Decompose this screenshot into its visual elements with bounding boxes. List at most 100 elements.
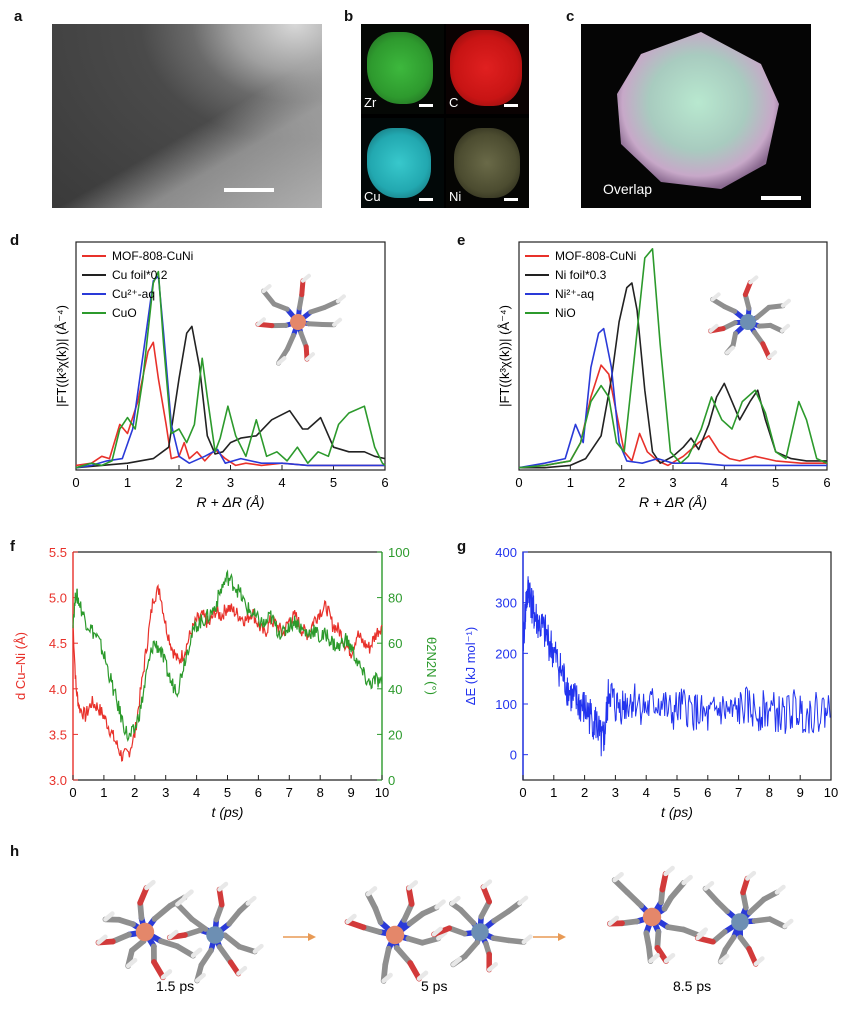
- chart-d-cu-edge-ft: 0 1 2 3 4 5 6 R + ΔR (Å) |FT((k³χ(k))| (Å⁻⁴) MOF-…: [54, 241, 389, 510]
- bond-h: [745, 870, 757, 881]
- transition-arrowhead: [558, 933, 566, 941]
- bond: [754, 304, 772, 321]
- bond-h: [486, 961, 498, 972]
- legend-label: CuO: [112, 306, 137, 320]
- bond-h: [175, 896, 187, 907]
- x-tick-label: 2: [131, 785, 138, 800]
- bond-h: [217, 881, 229, 892]
- molecule-model: [607, 865, 708, 964]
- bond-h: [167, 929, 179, 940]
- bond: [702, 885, 721, 905]
- bond-h: [416, 970, 429, 981]
- x-axis-label: R + ΔR (Å): [639, 494, 707, 510]
- bond-h: [103, 911, 115, 922]
- y-tick-label-left: 3.5: [49, 727, 67, 742]
- bond-h: [332, 317, 343, 327]
- bond-h: [748, 275, 759, 285]
- x-tick-label: 4: [721, 475, 728, 490]
- x-tick-label: 6: [704, 785, 711, 800]
- bond-h: [436, 930, 448, 941]
- legend-label: MOF-808-CuNi: [555, 249, 636, 263]
- bond: [746, 945, 759, 967]
- x-tick-label: 0: [69, 785, 76, 800]
- scale-bar: [419, 104, 433, 107]
- x-tick-label: 3: [227, 475, 234, 490]
- bond: [680, 926, 702, 939]
- ni-atom: [740, 314, 756, 330]
- snapshot-time-3: 8.5 ps: [673, 978, 711, 994]
- panel-label-h: h: [10, 843, 20, 860]
- y-axis-label: ΔE (kJ mol⁻¹): [463, 627, 478, 705]
- x-tick-label: 5: [330, 475, 337, 490]
- x-axis-label: t (ps): [212, 804, 244, 820]
- x-tick-label: 1: [567, 475, 574, 490]
- bond-h: [276, 356, 287, 366]
- overlap-particle: [617, 32, 779, 189]
- scale-bar: [504, 104, 518, 107]
- x-tick-label: 3: [162, 785, 169, 800]
- y-tick-label-right: 40: [388, 682, 402, 697]
- bond-h: [780, 298, 791, 308]
- bond: [654, 944, 669, 964]
- series-line: [72, 583, 383, 762]
- x-tick-label: 3: [612, 785, 619, 800]
- x-tick-label: 5: [673, 785, 680, 800]
- bond: [742, 279, 753, 298]
- y-tick-label-right: 60: [388, 636, 402, 651]
- bond: [299, 278, 306, 298]
- bond: [710, 296, 727, 310]
- molecule-model: [344, 880, 448, 984]
- bond: [151, 903, 174, 922]
- bond-h: [782, 918, 794, 929]
- x-tick-label: 2: [175, 475, 182, 490]
- legend-label: NiO: [555, 306, 576, 320]
- y-tick-label: 200: [495, 646, 517, 661]
- bond-h: [725, 345, 736, 355]
- bond: [480, 884, 493, 905]
- legend-label: Cu foil*0.2: [112, 268, 168, 282]
- bond-h: [434, 899, 446, 910]
- bond: [227, 959, 242, 977]
- series-line: [75, 325, 386, 469]
- y-tick-label-right: 80: [388, 591, 402, 606]
- panel-label-b: b: [344, 8, 354, 25]
- x-tick-label: 2: [618, 475, 625, 490]
- cu-atom: [385, 925, 405, 945]
- bond: [767, 916, 788, 930]
- x-tick-label: 1: [100, 785, 107, 800]
- bond-h: [703, 880, 715, 891]
- x-tick-label: 5: [772, 475, 779, 490]
- scale-bar: [224, 188, 274, 192]
- y-tick-label: 100: [495, 697, 517, 712]
- x-tick-label: 10: [824, 785, 838, 800]
- bond: [760, 341, 772, 360]
- x-tick-label: 5: [224, 785, 231, 800]
- legend-label: MOF-808-CuNi: [112, 249, 193, 263]
- series-line: [518, 364, 827, 469]
- bond: [505, 900, 523, 915]
- bond-h: [381, 972, 393, 984]
- bond: [767, 322, 785, 334]
- bond: [740, 875, 751, 896]
- cu-atom: [135, 922, 155, 942]
- bond: [668, 880, 687, 901]
- panel-label-e: e: [457, 232, 466, 249]
- bond-h: [780, 323, 791, 333]
- eds-label-zr: Zr: [364, 95, 377, 110]
- bond: [393, 944, 414, 966]
- bond-h: [431, 926, 443, 937]
- x-tick-label: 1: [550, 785, 557, 800]
- bond: [491, 908, 511, 924]
- legend-label: Ni foil*0.3: [555, 268, 607, 282]
- x-tick-label: 6: [823, 475, 830, 490]
- x-tick-label: 4: [643, 785, 650, 800]
- ni-atom: [731, 913, 749, 931]
- cu-atom: [642, 907, 662, 927]
- bond: [611, 877, 631, 896]
- transition-arrowhead: [308, 933, 316, 941]
- bond-h: [245, 895, 257, 906]
- bond: [189, 916, 209, 932]
- bond: [261, 288, 277, 307]
- bond: [226, 908, 243, 927]
- bond-h: [300, 273, 311, 283]
